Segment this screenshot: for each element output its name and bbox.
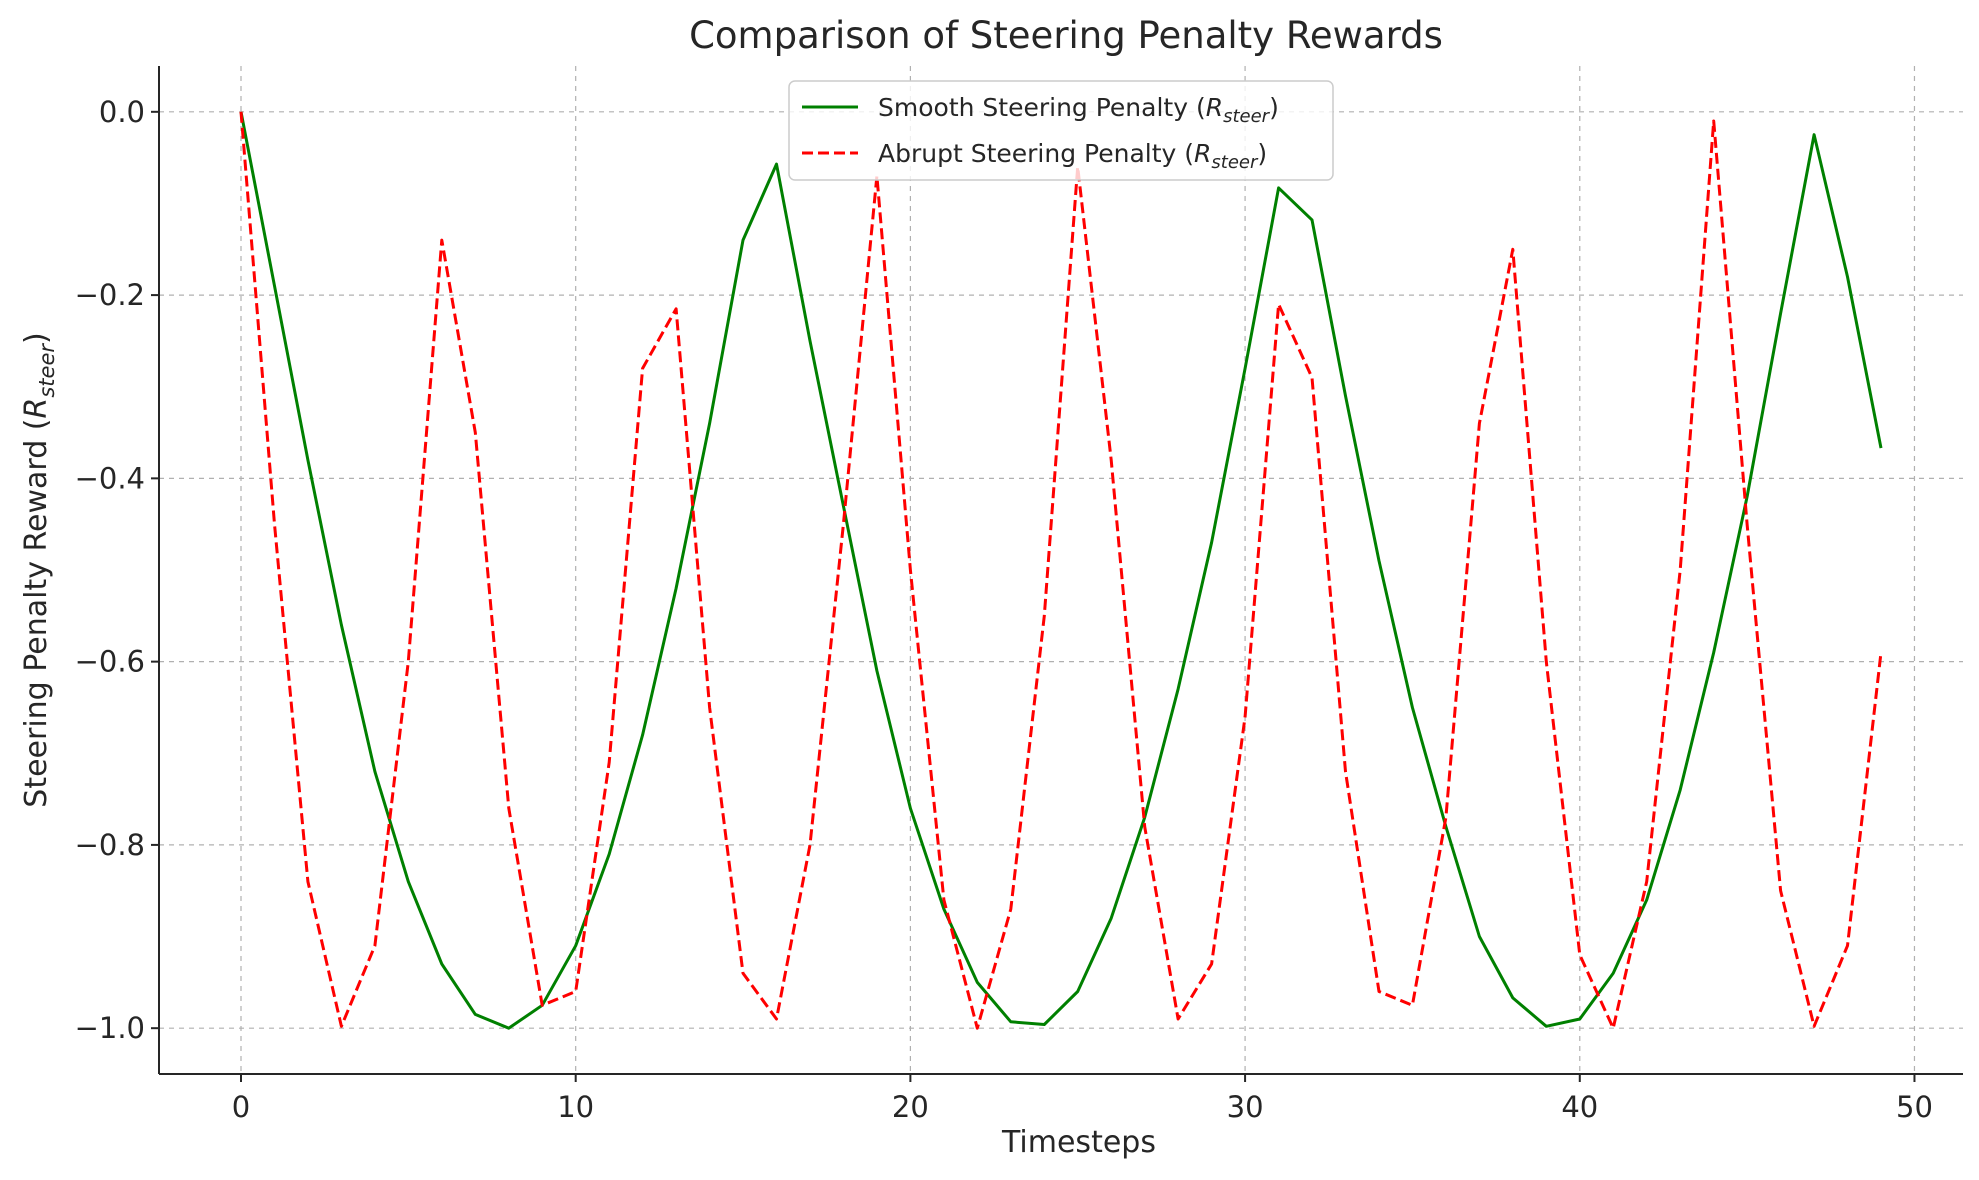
legend-label-abrupt-symbol: R	[1194, 139, 1211, 168]
x-tick-label: 10	[557, 1090, 594, 1124]
tick-layer: 0 10 20 30 40 50 0.0 −0.2 −0.4 −0.6 −0.8 −1.0	[75, 95, 1933, 1124]
axes	[158, 66, 1963, 1075]
y-tick-label: −0.2	[75, 278, 145, 312]
y-tick-label: −0.8	[75, 828, 145, 862]
y-axis-label-symbol: R	[19, 398, 54, 419]
legend-label-abrupt: Abrupt Steering Penalty (Rsteer)	[878, 139, 1267, 173]
legend-label-smooth: Smooth Steering Penalty (Rsteer)	[878, 93, 1279, 127]
y-tick-label: −0.6	[75, 645, 145, 679]
legend-label-smooth-main: Smooth Steering Penalty (	[878, 93, 1206, 122]
x-tick-label: 50	[1896, 1090, 1933, 1124]
legend-label-smooth-subscript: steer	[1223, 106, 1271, 127]
legend-box	[788, 80, 1334, 181]
legend-label-abrupt-close: )	[1257, 139, 1267, 168]
y-tick-label: 0.0	[99, 95, 145, 129]
legend: Smooth Steering Penalty (Rsteer) Abrupt …	[788, 80, 1334, 181]
chart-title: Comparison of Steering Penalty Rewards	[689, 14, 1443, 57]
x-tick-label: 40	[1561, 1090, 1598, 1124]
series-line-abrupt	[239, 111, 1883, 1030]
legend-label-smooth-close: )	[1269, 93, 1279, 122]
y-axis-label-main: Steering Penalty Reward (	[19, 419, 54, 808]
x-axis-label: Timesteps	[1001, 1125, 1156, 1160]
series-line-smooth	[239, 111, 1883, 1030]
y-axis-label-close: )	[19, 332, 54, 344]
x-tick-label: 30	[1227, 1090, 1264, 1124]
legend-label-smooth-symbol: R	[1206, 93, 1223, 122]
legend-label-abrupt-main: Abrupt Steering Penalty (	[878, 139, 1194, 168]
x-tick-label: 0	[232, 1090, 250, 1124]
y-tick-label: −0.4	[75, 461, 145, 495]
y-axis-label-subscript: steer	[35, 343, 59, 398]
y-tick-label: −1.0	[75, 1011, 145, 1045]
x-tick-label: 20	[892, 1090, 929, 1124]
legend-label-abrupt-subscript: steer	[1211, 152, 1259, 173]
series-layer	[239, 111, 1883, 1030]
y-axis-label: Steering Penalty Reward (Rsteer)	[19, 332, 59, 807]
